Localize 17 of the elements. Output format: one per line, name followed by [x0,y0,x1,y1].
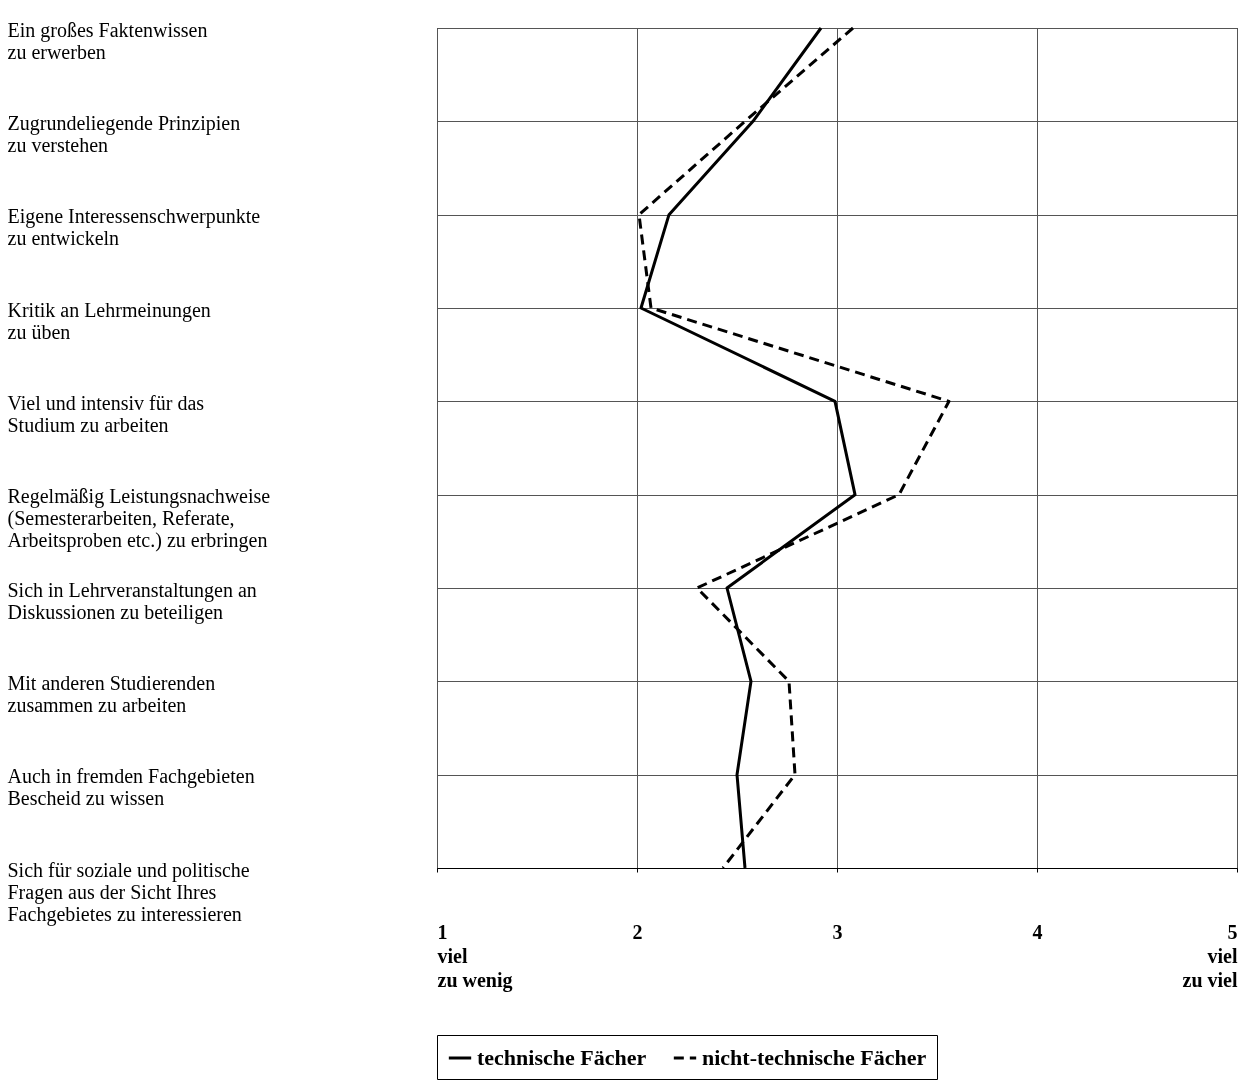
y-tick-label: Sich für soziale und politische Fragen aus der Sicht Ihres Fachgebietes zu interessieren [7,858,250,926]
y-tick-label: Auch in fremden Fachgebieten Bescheid zu wissen [7,765,255,810]
legend-label: nicht-technische Fächer [702,1045,927,1070]
y-tick-label: Viel und intensiv für das Studium zu arbeiten [7,391,205,436]
y-tick-label: Ein großes Faktenwissen zu erwerben [7,18,208,63]
x-tick-label: 5 viel zu viel [1182,920,1238,991]
x-tick-label: 2 [632,920,643,943]
x-tick-label: 1 viel zu wenig [437,920,513,992]
x-tick-label: 3 [832,920,843,943]
legend-label: technische Fächer [477,1045,647,1070]
y-tick-label: Sich in Lehrveranstaltungen an Diskussionen zu beteiligen [7,578,257,624]
y-tick-label: Eigene Interessenschwerpunkte zu entwickeln [7,205,261,250]
x-tick-label: 4 [1032,920,1043,943]
y-tick-label: Kritik an Lehrmeinungen zu üben [7,298,211,343]
y-tick-label: Mit anderen Studierenden zusammen zu arbeiten [7,671,216,716]
y-tick-label: Regelmäßig Leistungsnachweise (Semesterarbeiten, Referate, Arbeitsproben etc.) zu erbringen [7,485,271,553]
y-tick-label: Zugrundeliegende Prinzipien zu verstehen [7,111,241,156]
